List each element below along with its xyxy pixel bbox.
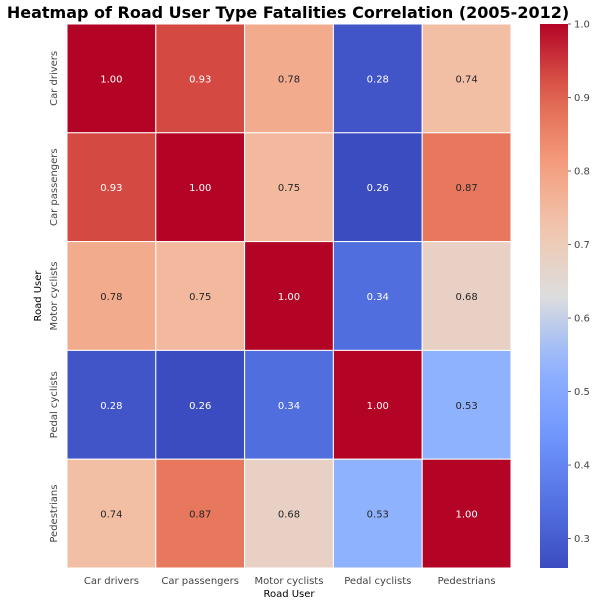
heatmap-cell-value: 0.34 — [278, 401, 300, 412]
heatmap-cell-value: 0.26 — [189, 401, 211, 412]
heatmap-cell-value: 0.93 — [189, 74, 211, 85]
heatmap-cell — [332, 241, 423, 351]
heatmap-cell-value: 0.75 — [278, 183, 300, 194]
colorbar-tick-label: 1.0 — [574, 20, 590, 31]
heatmap-cell-value: 0.68 — [278, 510, 300, 521]
heatmap-cell — [421, 349, 512, 460]
heatmap-cell-value: 1.00 — [278, 292, 300, 303]
heatmap-cell — [155, 458, 246, 569]
y-tick-labels: Car drivers Car passengers Motor cyclists P… — [49, 51, 60, 543]
heatmap-cell-value: 0.28 — [367, 74, 389, 85]
heatmap-cell-value: 0.68 — [455, 292, 477, 303]
heatmap-cell — [155, 349, 246, 460]
colorbar-tick-label: 0.4 — [574, 461, 590, 472]
heatmap-cell — [244, 132, 334, 243]
colorbar-tick-label: 0.3 — [574, 534, 590, 545]
heatmap-cell-value: 0.87 — [455, 183, 477, 194]
heatmap-cell — [332, 23, 423, 134]
heatmap-cell — [421, 23, 512, 134]
colorbar-tick-label: 0.5 — [574, 387, 590, 398]
heatmap-cell-value: 0.78 — [278, 74, 300, 85]
colorbar-tick-label: 0.6 — [574, 314, 590, 325]
y-tick-label: Pedestrians — [49, 485, 60, 543]
heatmap-cell — [244, 23, 334, 134]
y-tick-label: Car passengers — [49, 148, 60, 226]
heatmap-cell — [421, 132, 512, 243]
colorbar-gradient — [540, 24, 568, 568]
heatmap-cell-value: 1.00 — [100, 74, 122, 85]
heatmap-cell — [244, 349, 334, 460]
x-tick-label: Car passengers — [161, 576, 239, 587]
heatmap-cell — [155, 23, 246, 134]
heatmap-cell-value: 0.53 — [455, 401, 477, 412]
colorbar-ticks: 0.3 0.4 0.5 0.6 0.7 0.8 0.9 1.0 — [568, 20, 590, 545]
heatmap-cell — [421, 241, 512, 351]
heatmap-cell-value: 1.00 — [367, 401, 389, 412]
x-tick-label: Car drivers — [84, 576, 139, 587]
y-axis-label: Road User — [33, 270, 44, 322]
x-tick-label: Pedal cyclists — [344, 576, 411, 587]
heatmap-cell-value: 0.87 — [189, 510, 211, 521]
heatmap-cell-value: 0.26 — [367, 183, 389, 194]
colorbar-tick-label: 0.7 — [574, 240, 590, 251]
heatmap-cell — [66, 458, 157, 569]
heatmap-cell — [66, 23, 157, 134]
heatmap-cell — [332, 349, 423, 460]
x-tick-label: Pedestrians — [438, 576, 496, 587]
y-tick-label: Pedal cyclists — [49, 371, 60, 438]
heatmap-cell — [244, 458, 334, 569]
chart-title: Heatmap of Road User Type Fatalities Cor… — [7, 3, 569, 22]
x-axis-label: Road User — [263, 589, 315, 600]
heatmap-cell — [155, 241, 246, 351]
heatmap-cell-value: 1.00 — [455, 510, 477, 521]
heatmap-cell-value: 0.53 — [367, 510, 389, 521]
heatmap-cell — [66, 349, 157, 460]
colorbar: 0.3 0.4 0.5 0.6 0.7 0.8 0.9 1.0 — [540, 20, 590, 568]
heatmap-cell-value: 0.75 — [189, 292, 211, 303]
x-tick-label: Motor cyclists — [255, 576, 324, 587]
colorbar-tick-label: 0.9 — [574, 93, 590, 104]
heatmap-cell — [66, 132, 157, 243]
heatmap-cell-value: 0.74 — [100, 510, 122, 521]
heatmap-cell-value: 0.74 — [455, 74, 477, 85]
colorbar-tick-label: 0.8 — [574, 167, 590, 178]
heatmap-cell — [421, 458, 512, 569]
heatmap-cell-value: 0.28 — [100, 401, 122, 412]
y-tick-label: Car drivers — [49, 51, 60, 106]
heatmap-cell — [244, 241, 334, 351]
x-tick-labels: Car drivers Car passengers Motor cyclists P… — [84, 576, 496, 587]
heatmap-cells: 1.00 0.93 0.78 0.28 0.74 0.93 1.00 0.75 0.26 0.87… — [66, 23, 512, 569]
heatmap-cell-value: 0.93 — [100, 183, 122, 194]
heatmap-cell-value: 1.00 — [189, 183, 211, 194]
y-tick-label: Motor cyclists — [49, 262, 60, 331]
heatmap-cell-value: 0.34 — [367, 292, 389, 303]
heatmap-cell-value: 0.78 — [100, 292, 122, 303]
